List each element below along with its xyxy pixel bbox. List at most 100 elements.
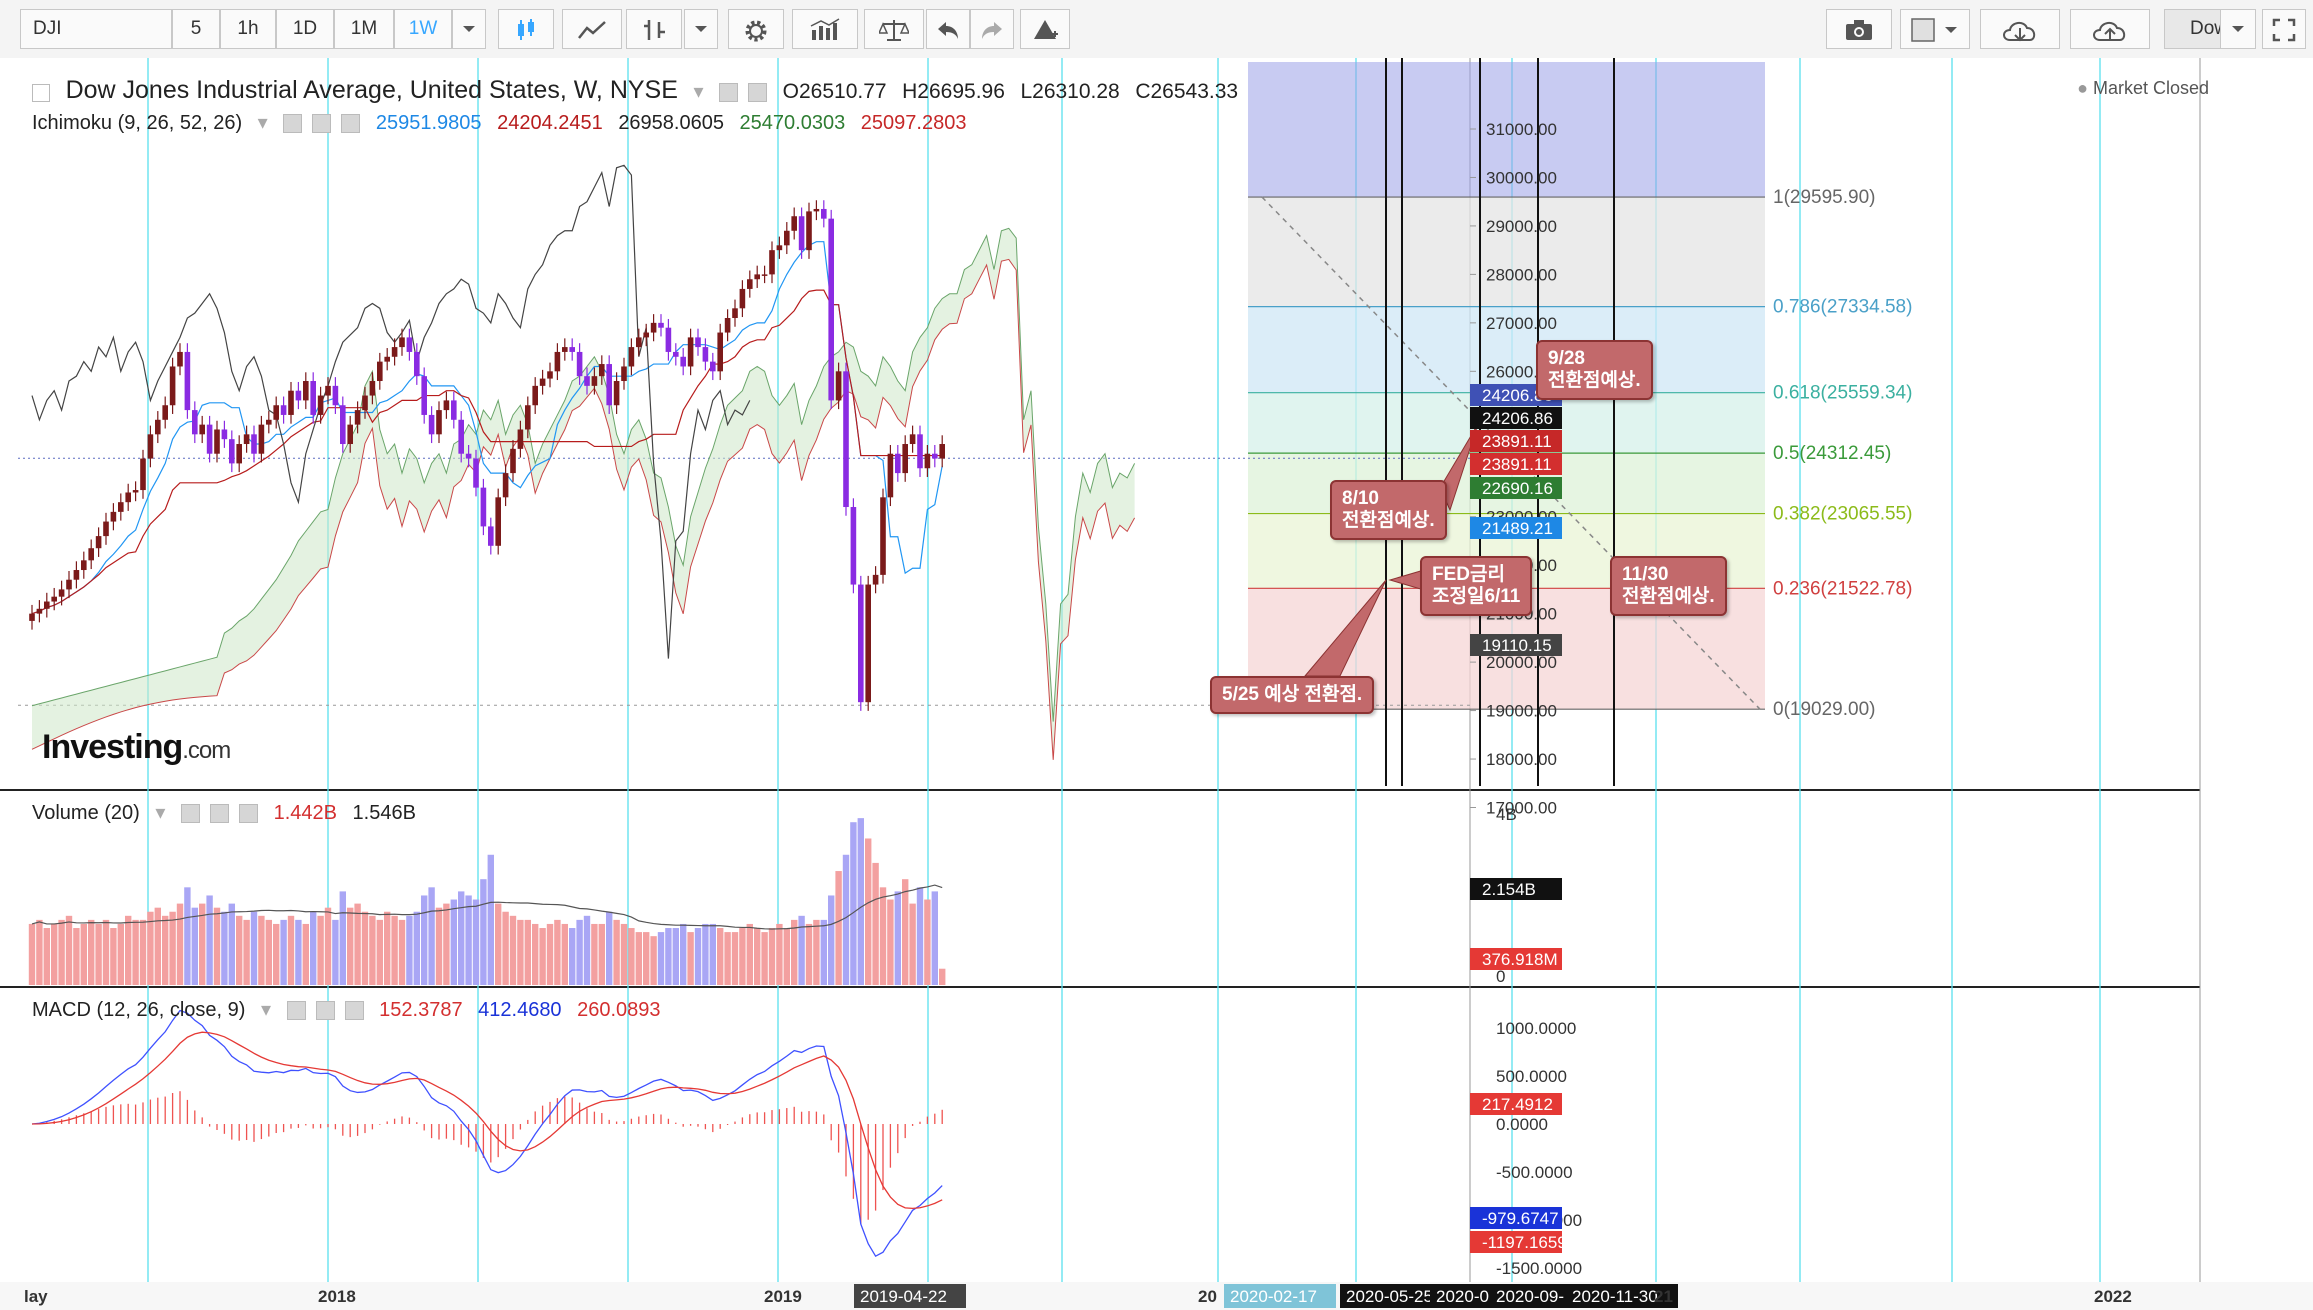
interval-dropdown[interactable] (452, 9, 486, 49)
candle (340, 405, 346, 445)
candle (562, 347, 568, 352)
candle (251, 434, 257, 454)
alert-icon (1034, 20, 1058, 39)
alert-button[interactable] (1020, 9, 1070, 49)
candle-style-button[interactable] (498, 9, 554, 49)
symbol-input[interactable]: DJI (20, 9, 172, 49)
candle (917, 434, 923, 469)
layout-button[interactable] (1900, 9, 1970, 49)
candle (273, 405, 279, 420)
interval-1w-button[interactable]: 1W (394, 9, 452, 49)
compare-button[interactable] (864, 9, 924, 49)
time-tag (1566, 1284, 1678, 1308)
chart-canvas[interactable]: 1(29595.90) 0.786(27334.58) 0.618(25559.34… (0, 58, 2313, 1310)
time-axis-label: 2019 (764, 1287, 802, 1306)
fib-level-label: 0.786(27334.58) (1773, 297, 1912, 318)
gear-icon[interactable] (315, 1001, 335, 1021)
indicators-icon (810, 18, 840, 40)
undo-button[interactable] (926, 9, 970, 49)
price-tag-label: 24206.86 (1482, 386, 1553, 405)
interval-1m-button[interactable]: 1M (334, 9, 394, 49)
gear-icon[interactable] (312, 114, 332, 134)
volume-bar (88, 919, 95, 985)
price-axis-label: 18000.00 (1486, 750, 1557, 769)
volume-bar (754, 928, 761, 985)
candle (806, 211, 812, 251)
price-axis-label: 20000.00 (1486, 653, 1557, 672)
eye-icon[interactable] (286, 1001, 306, 1021)
macd-signal-line (31, 1031, 943, 1209)
volume-bar (102, 919, 110, 985)
volume-bar (206, 895, 213, 985)
price-tag-label: 19110.15 (1482, 636, 1552, 655)
chevron-down-icon[interactable]: ▾ (155, 802, 166, 824)
save-chart-button[interactable] (2070, 9, 2150, 49)
fib-level-label: 0.236(21522.78) (1773, 578, 1912, 599)
volume-bar (916, 887, 924, 985)
candle (732, 308, 738, 319)
volume-bar (569, 928, 576, 985)
price-axis-label: 27000.00 (1486, 314, 1557, 333)
bar-style-button[interactable] (626, 9, 682, 49)
annotation-8-10[interactable]: 8/10 전환점예상. (1330, 480, 1447, 540)
candle (288, 390, 294, 415)
close-icon[interactable] (239, 804, 259, 824)
eye-icon[interactable] (283, 114, 303, 134)
line-style-button[interactable] (562, 9, 622, 49)
logo-suffix: .com (182, 737, 231, 764)
eye-icon[interactable] (181, 804, 201, 824)
volume-bar (243, 919, 250, 985)
volume-ma-value: 1.546B (352, 802, 416, 824)
volume-bar (472, 899, 480, 985)
gear-icon[interactable] (748, 83, 768, 103)
annotation-9-28[interactable]: 9/28 전환점예상. (1536, 340, 1653, 400)
fullscreen-button[interactable] (2262, 9, 2306, 49)
volume-bar (502, 911, 509, 985)
volume-bar (458, 891, 465, 985)
chevron-down-icon[interactable]: ▾ (257, 112, 268, 134)
settings-button[interactable] (728, 9, 784, 49)
time-axis-label: 2020-02-17 (1230, 1287, 1317, 1306)
eye-icon[interactable] (719, 83, 739, 103)
candle (784, 230, 790, 246)
volume-bar (672, 928, 679, 985)
interval-1d-button[interactable]: 1D (276, 9, 334, 49)
candle (443, 400, 450, 411)
volume-bar (680, 923, 687, 985)
price-axis-label: 19000.00 (1486, 702, 1557, 721)
annotation-11-30[interactable]: 11/30 전환점예상. (1610, 556, 1727, 616)
chevron-down-icon[interactable]: ▾ (260, 999, 272, 1021)
volume-bar (939, 968, 946, 985)
gear-icon[interactable] (210, 804, 230, 824)
volume-bar (65, 915, 73, 985)
ichimoku-chikou-line (31, 164, 751, 659)
interval-5-button[interactable]: 5 (172, 9, 220, 49)
cloud-upload-icon (2093, 22, 2126, 41)
annotation-5-25[interactable]: 5/25 예상 전환점. (1210, 676, 1375, 714)
candle (317, 395, 324, 415)
ohlc-close: C26543.33 (1135, 80, 1239, 103)
interval-1h-button[interactable]: 1h (220, 9, 276, 49)
chevron-down-icon[interactable]: ▾ (693, 81, 704, 103)
close-icon[interactable] (344, 1001, 364, 1021)
collapse-icon[interactable] (32, 83, 50, 102)
volume-bar (857, 818, 864, 985)
macd-axis-label: 0.0000 (1496, 1115, 1548, 1134)
snapshot-button[interactable] (1826, 9, 1892, 49)
style-dropdown[interactable] (684, 9, 718, 49)
bar-type-icon (644, 20, 665, 40)
volume-bar (731, 932, 739, 985)
candle (325, 385, 331, 396)
ichimoku-chikou-value: 26958.0605 (618, 112, 724, 134)
candle (406, 337, 413, 352)
candle (384, 356, 390, 362)
price-tag (1470, 453, 1562, 475)
indicators-button[interactable] (792, 9, 858, 49)
annotation-fed[interactable]: FED금리 조정일6/11 (1420, 556, 1533, 616)
template-dropdown[interactable] (2220, 9, 2256, 49)
volume-bar (820, 919, 827, 985)
load-chart-button[interactable] (1980, 9, 2060, 49)
redo-button[interactable] (970, 9, 1014, 49)
candle (673, 351, 679, 357)
close-icon[interactable] (341, 114, 361, 134)
